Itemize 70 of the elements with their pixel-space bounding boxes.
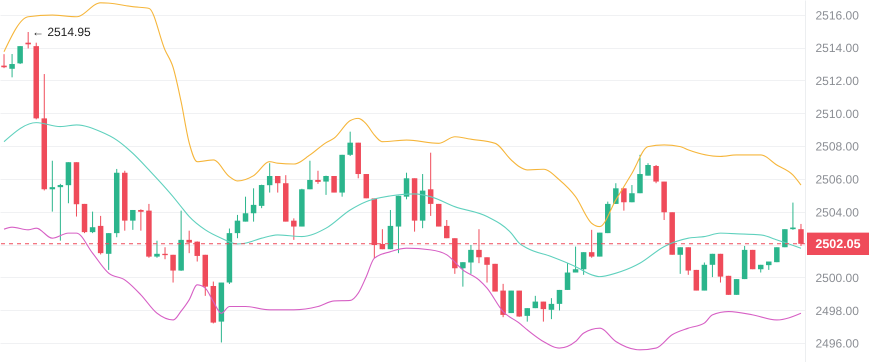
line-series: [3, 122, 802, 278]
candlestick: [258, 184, 264, 209]
candlestick: [629, 184, 635, 203]
candlestick: [710, 253, 716, 278]
candlestick: [25, 32, 31, 49]
candlestick: [718, 253, 724, 284]
candlestick: [404, 172, 410, 200]
candlestick: [782, 228, 788, 248]
y-tick-label: 2506.00: [816, 172, 860, 186]
candlestick: [106, 232, 112, 270]
y-tick-label: 2510.00: [816, 106, 860, 121]
candlestick: [274, 175, 280, 194]
candlestick: [540, 301, 546, 322]
candlestick: [734, 278, 740, 296]
candlestick: [130, 209, 136, 230]
candlestick: [686, 246, 692, 276]
candlestick: [556, 289, 562, 311]
y-tick-label: 2500.00: [816, 270, 860, 285]
candlestick: [170, 254, 176, 284]
annotation: ← 2514.95: [32, 25, 92, 39]
y-tick-label: 2514.00: [816, 41, 860, 56]
candlestick: [1, 54, 7, 69]
candlestick: [388, 209, 394, 250]
candlestick: [653, 164, 659, 184]
y-tick-label: 2516.00: [816, 8, 860, 22]
y-tick-label: 2496.00: [816, 336, 860, 351]
candlestick: [428, 152, 434, 216]
candlestick: [596, 232, 602, 258]
candlestick: [508, 290, 514, 314]
candlestick: [266, 162, 272, 194]
candlestick: [790, 202, 796, 230]
line-series: [3, 226, 802, 350]
candlestick: [468, 244, 474, 274]
candlestick: [524, 308, 530, 322]
candlestick: [17, 46, 23, 65]
y-tick-label: 2498.00: [816, 304, 860, 318]
candlestick: [50, 160, 56, 212]
candlestick: [444, 219, 450, 239]
candlestick: [154, 240, 160, 258]
candlestick: [291, 218, 297, 240]
candlestick: [242, 196, 248, 222]
candlestick: [138, 208, 144, 232]
candlestick: [66, 162, 72, 204]
candlestick: [347, 131, 353, 156]
candlestick: [726, 275, 732, 296]
y-tick-label: 2508.00: [816, 140, 860, 154]
candlestick: [774, 246, 780, 263]
candlestick: [484, 256, 490, 284]
candlestick: [250, 188, 256, 222]
candlestick: [323, 175, 329, 196]
candlestick: [572, 246, 578, 274]
line-series: [3, 2, 802, 228]
candlestick: [564, 262, 570, 290]
candlestick: [307, 160, 313, 190]
candlestick: [677, 246, 683, 274]
candlestick: [580, 252, 586, 276]
candlestick: [234, 214, 240, 239]
candlestick: [90, 211, 96, 234]
candlestick: [460, 262, 466, 288]
candlestick: [9, 54, 15, 78]
candlestick: [621, 188, 627, 212]
candlestick: [315, 170, 321, 184]
candlestick: [637, 154, 643, 194]
y-tick-label: 2504.00: [816, 205, 860, 220]
candlestick: [532, 295, 538, 309]
y-tick-label: 2512.00: [816, 74, 860, 88]
ref-line-label: 2502.05: [815, 236, 861, 251]
candlestick: [548, 298, 554, 320]
candlestick: [58, 183, 64, 242]
candlestick: [645, 162, 651, 176]
